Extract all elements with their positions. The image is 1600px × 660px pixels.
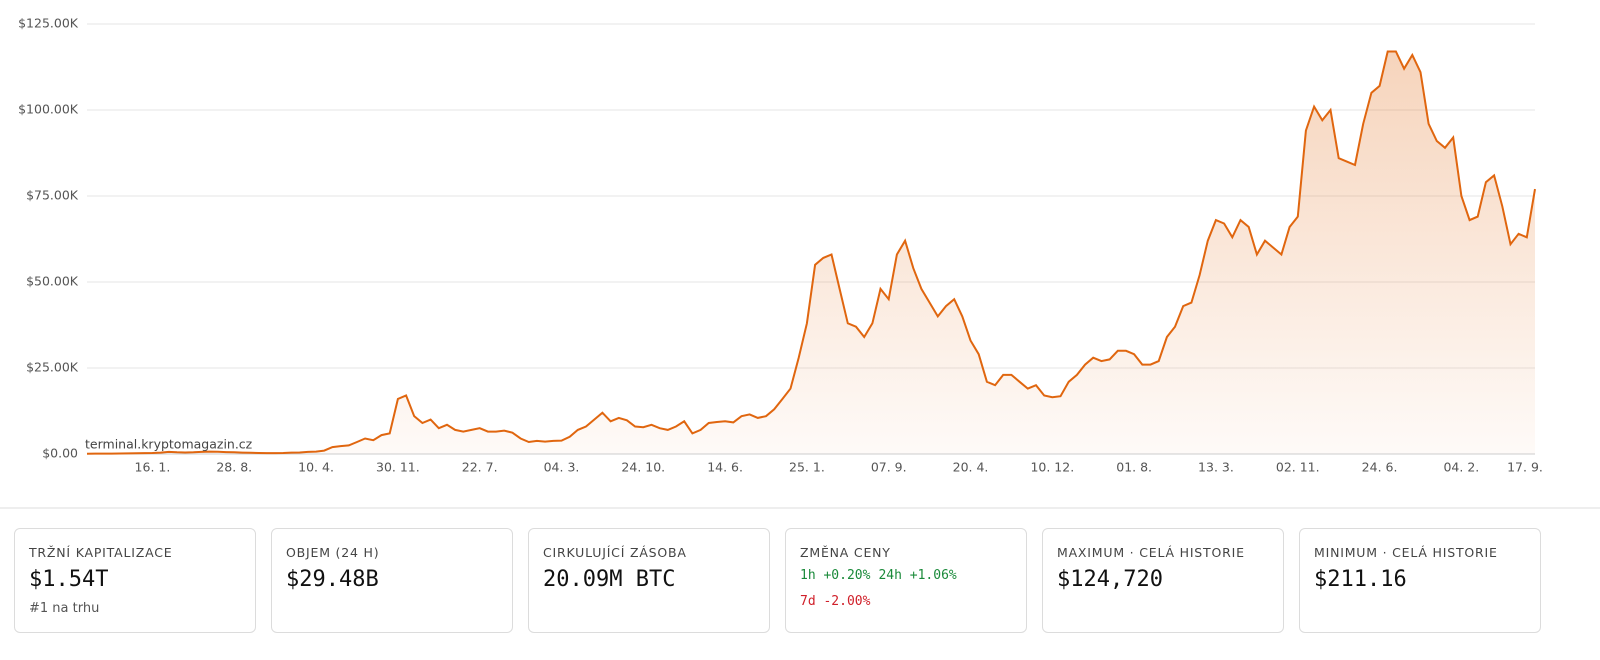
x-tick-label: 30. 11.: [376, 460, 420, 475]
card-value: $29.48B: [286, 567, 379, 592]
x-tick-label: 17. 9.: [1507, 460, 1543, 475]
x-tick-label: 01. 8.: [1116, 460, 1152, 475]
x-tick-label: 24. 10.: [621, 460, 665, 475]
y-tick-label: $0.00: [42, 446, 78, 461]
x-tick-label: 25. 1.: [789, 460, 825, 475]
x-tick-label: 22. 7.: [462, 460, 498, 475]
card-label: ZMĚNA CENY: [800, 545, 891, 560]
change-row: 1h +0.20% 24h +1.06%: [800, 566, 1012, 586]
x-tick-label: 10. 12.: [1030, 460, 1074, 475]
card-label: TRŽNÍ KAPITALIZACE: [29, 545, 173, 560]
x-tick-label: 04. 3.: [544, 460, 580, 475]
x-tick-label: 16. 1.: [135, 460, 171, 475]
card-value: $211.16: [1314, 567, 1407, 592]
x-tick-label: 10. 4.: [298, 460, 334, 475]
stat-card: OBJEM (24 H) $29.48B: [271, 528, 513, 633]
x-tick-label: 20. 4.: [953, 460, 989, 475]
stat-card: CIRKULUJÍCÍ ZÁSOBA 20.09M BTC: [528, 528, 770, 633]
x-tick-label: 07. 9.: [871, 460, 907, 475]
x-tick-label: 13. 3.: [1198, 460, 1234, 475]
separator: [0, 507, 1600, 509]
x-tick-label: 28. 8.: [216, 460, 252, 475]
x-tick-label: 04. 2.: [1443, 460, 1479, 475]
card-label: CIRKULUJÍCÍ ZÁSOBA: [543, 545, 687, 560]
stat-card: ZMĚNA CENY 1h +0.20% 24h +1.06% 7d -2.00%: [785, 528, 1027, 633]
x-tick-label: 14. 6.: [707, 460, 743, 475]
card-label: OBJEM (24 H): [286, 545, 380, 560]
price-change: 1h +0.20%: [800, 568, 871, 583]
card-value: $124,720: [1057, 567, 1163, 592]
y-tick-label: $25.00K: [26, 360, 79, 375]
card-value: $1.54T: [29, 567, 109, 592]
price-line: [86, 50, 1536, 455]
card-sub: #1 na trhu: [29, 601, 100, 616]
stat-card: TRŽNÍ KAPITALIZACE $1.54T #1 na trhu: [14, 528, 256, 633]
stat-card: MAXIMUM · CELÁ HISTORIE $124,720: [1042, 528, 1284, 633]
card-label: MAXIMUM · CELÁ HISTORIE: [1057, 545, 1245, 560]
y-tick-label: $50.00K: [26, 274, 79, 289]
y-tick-label: $75.00K: [26, 188, 79, 203]
y-tick-label: $125.00K: [18, 16, 79, 31]
stat-cards: TRŽNÍ KAPITALIZACE $1.54T #1 na trhu OBJEM …: [14, 528, 1541, 633]
watermark: terminal.kryptomagazin.cz: [85, 437, 253, 452]
card-label: MINIMUM · CELÁ HISTORIE: [1314, 545, 1498, 560]
y-tick-label: $100.00K: [18, 102, 79, 117]
price-change: 24h +1.06%: [878, 568, 957, 583]
x-tick-label: 24. 6.: [1362, 460, 1398, 475]
stat-card: MINIMUM · CELÁ HISTORIE $211.16: [1299, 528, 1541, 633]
chart: $0.00 $25.00K $50.00K $75.00K $100.00K $125.0…: [0, 16, 1600, 509]
price-change: 7d -2.00%: [800, 594, 871, 609]
card-value: 20.09M BTC: [543, 567, 676, 592]
x-tick-label: 02. 11.: [1276, 460, 1320, 475]
area-fill: [87, 51, 1535, 454]
change-row: 7d -2.00%: [800, 592, 1012, 612]
